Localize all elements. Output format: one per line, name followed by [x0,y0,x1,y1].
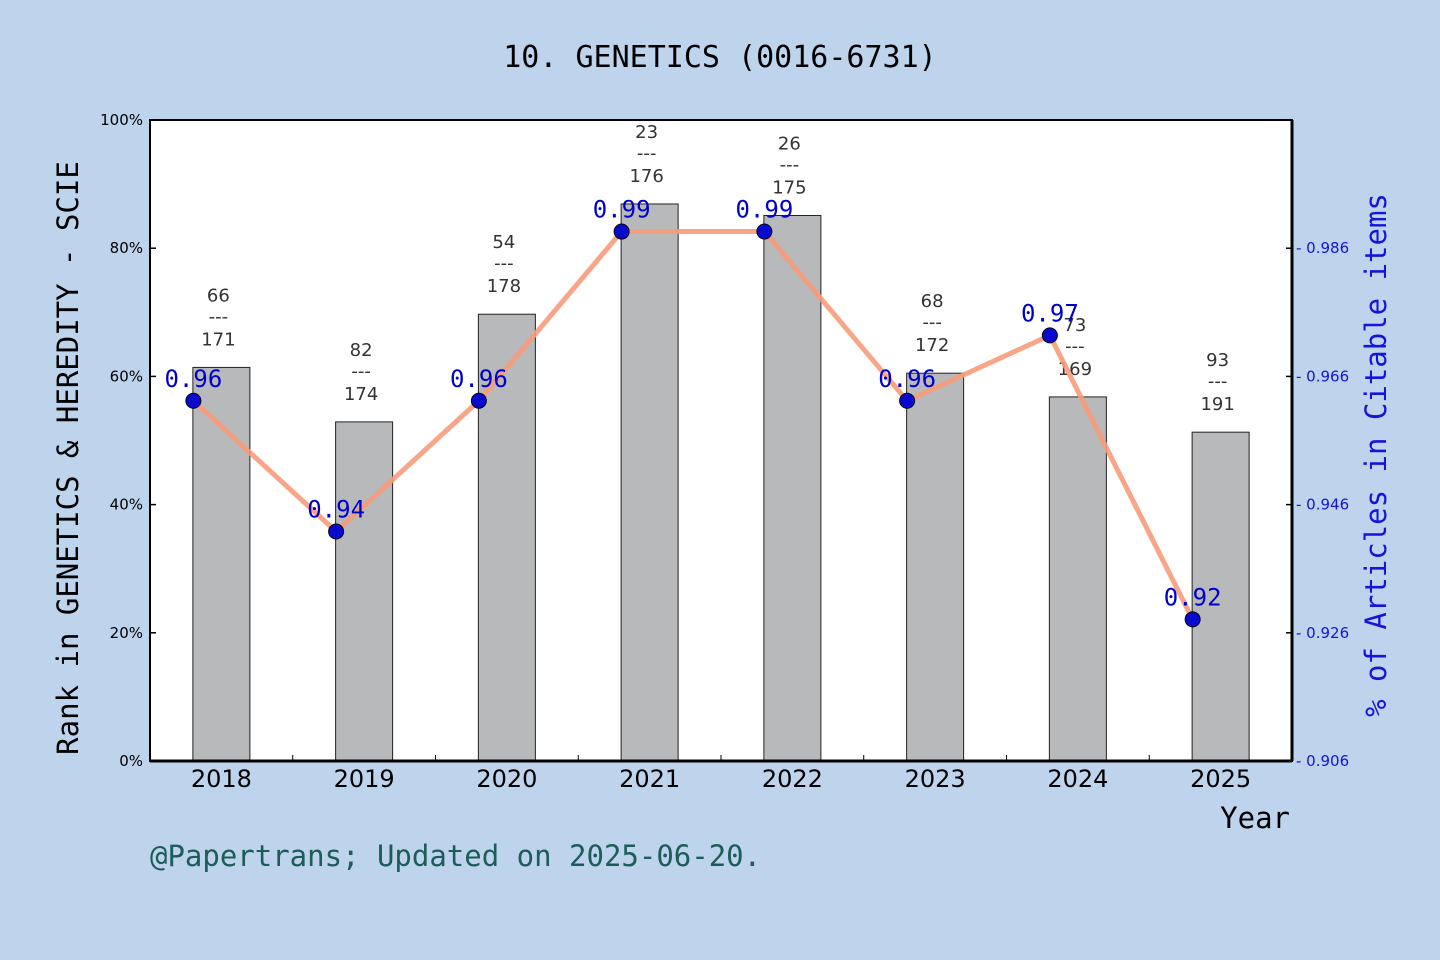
bar-2022 [763,215,822,762]
rank-label-2025: 93 [1206,350,1229,371]
bar-2024 [1048,396,1107,762]
chart-title: 10. GENETICS (0016-6731) [503,40,936,75]
rank-total-2022: 175 [772,178,806,199]
rank-label-2022: 26 [778,134,801,155]
rank-separator-2019: --- [351,361,371,382]
y-tick-label-40%: 40% [110,496,143,514]
rank-total-2019: 174 [344,384,378,405]
bar-2018 [192,366,251,762]
x-tick-label-2020: 2020 [476,765,537,793]
y2-tick-label-0.906: - 0.906 [1296,752,1349,770]
y2-tick-label-0.926: - 0.926 [1296,624,1349,642]
ratio-label-2019: 0.94 [307,496,365,524]
rank-label-2024: 73 [1063,315,1086,336]
x-tick-label-2025: 2025 [1190,765,1251,793]
y-axis-label: Rank in GENETICS & HEREDITY - SCIE [51,161,85,755]
rank-total-2025: 191 [1200,394,1234,415]
ratio-line [191,229,1195,621]
x-tick-label-2019: 2019 [334,765,395,793]
ratio-marker-2024 [1041,327,1058,344]
x-axis-label: Year [1220,801,1290,835]
line-layer: 0.96 0.94 0.96 0.99 0.99 0.96 0.97 0.92 [164,196,1222,628]
footer-note: @Papertrans; Updated on 2025-06-20. [150,839,761,873]
x-tick-label-2023: 2023 [905,765,966,793]
ratio-marker-2018 [185,392,202,409]
rank-total-2020: 178 [487,276,521,297]
ratio-marker-2025 [1184,611,1201,628]
ratio-marker-2020 [470,392,487,409]
rank-label-2021: 23 [635,122,658,143]
rank-separator-2025: --- [1208,371,1228,392]
ratio-label-2020: 0.96 [450,365,508,393]
ratio-label-2024: 0.97 [1021,299,1079,327]
y2-tick-label-0.946: - 0.946 [1296,496,1349,514]
plot-area [150,120,1292,761]
rank-total-2018: 171 [201,329,235,350]
y2-tick-label-0.966: - 0.966 [1296,367,1349,385]
y2-tick-label-0.986: - 0.986 [1296,239,1349,257]
x-tick-label-2018: 2018 [191,765,252,793]
rank-separator-2023: --- [922,312,942,333]
bar-2021 [620,203,679,762]
ratio-marker-2022 [756,223,773,240]
ratio-marker-2021 [613,223,630,240]
rank-separator-2022: --- [780,155,800,176]
x-tick-label-2021: 2021 [619,765,680,793]
x-tick-label-2024: 2024 [1047,765,1108,793]
rank-label-2019: 82 [350,340,373,361]
ratio-label-2021: 0.99 [593,196,651,224]
axes-layer: 0% 20% 40% 60% 80% 100% - 0.906 - 0.926 - 0.946 -… [100,111,1349,793]
ratio-label-2023: 0.96 [878,365,936,393]
rank-separator-2021: --- [637,143,657,164]
bar-2023 [906,372,965,762]
ratio-label-2018: 0.96 [164,365,222,393]
bar-2019 [335,421,394,762]
bar-2025 [1191,431,1250,762]
rank-separator-2024: --- [1065,336,1085,357]
y2-axis-label: % of Articles in Citable items [1359,193,1393,717]
rank-label-2023: 68 [921,291,944,312]
ratio-label-2022: 0.99 [735,196,793,224]
rank-label-2018: 66 [207,285,230,306]
rank-separator-2018: --- [209,306,229,327]
rank-separator-2020: --- [494,253,514,274]
rank-total-2021: 176 [629,166,663,187]
y-tick-label-80%: 80% [110,239,143,257]
y-tick-label-0%: 0% [119,752,143,770]
rank-label-2020: 54 [492,232,515,253]
x-tick-label-2022: 2022 [762,765,823,793]
y-tick-label-60%: 60% [110,367,143,385]
ratio-label-2025: 0.92 [1164,583,1222,611]
y-tick-label-20%: 20% [110,624,143,642]
ratio-marker-2023 [899,392,916,409]
ratio-marker-2019 [328,523,345,540]
rank-total-2023: 172 [915,335,949,356]
y-tick-label-100%: 100% [100,111,143,129]
